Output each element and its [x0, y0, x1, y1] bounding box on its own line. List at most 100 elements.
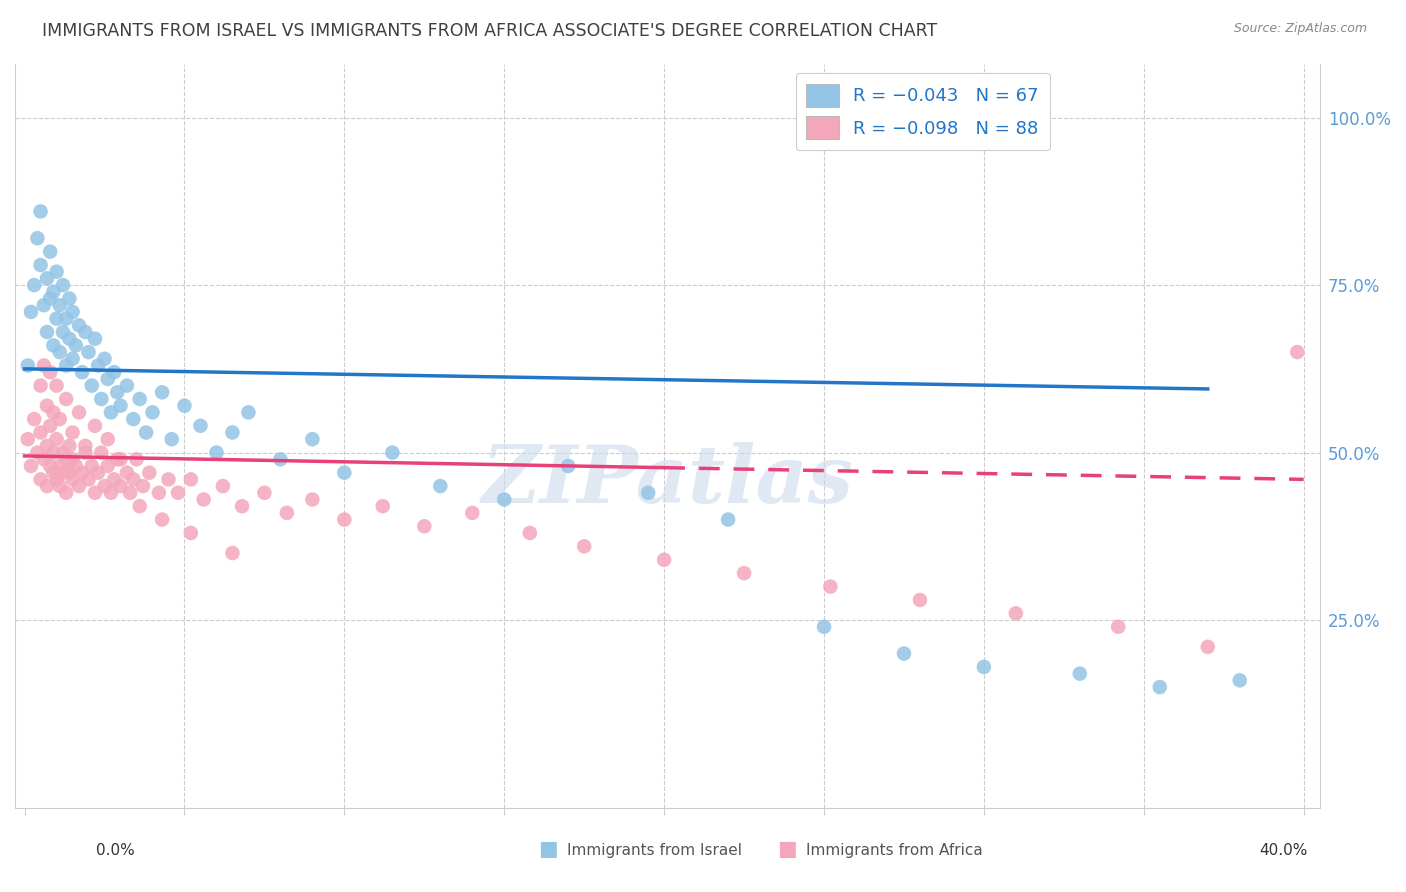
Point — [52, 278, 75, 293]
Point — [39, 365, 62, 379]
Point — [39, 292, 62, 306]
Point — [42, 405, 65, 419]
Point — [103, 472, 125, 486]
Point — [893, 647, 915, 661]
Point — [58, 332, 80, 346]
Point — [1197, 640, 1219, 654]
Point — [55, 392, 77, 406]
Point — [67, 318, 90, 333]
Point — [128, 499, 150, 513]
Point — [62, 452, 84, 467]
Point — [1069, 666, 1091, 681]
Point — [973, 660, 995, 674]
Point — [110, 452, 132, 467]
Point — [30, 378, 52, 392]
Point — [1229, 673, 1251, 688]
Point — [49, 345, 72, 359]
Point — [276, 506, 298, 520]
Point — [97, 372, 120, 386]
Point — [75, 439, 97, 453]
Point — [45, 378, 67, 392]
Point — [253, 485, 276, 500]
Point — [30, 258, 52, 272]
Point — [103, 365, 125, 379]
Point — [32, 452, 55, 467]
Point — [637, 485, 659, 500]
Point — [17, 359, 39, 373]
Point — [110, 479, 132, 493]
Point — [62, 472, 84, 486]
Point — [30, 204, 52, 219]
Point — [813, 620, 835, 634]
Point — [100, 405, 122, 419]
Point — [167, 485, 190, 500]
Point — [49, 412, 72, 426]
Point — [58, 292, 80, 306]
Point — [238, 405, 260, 419]
Point — [193, 492, 215, 507]
Point — [122, 412, 145, 426]
Point — [150, 385, 173, 400]
Point — [42, 466, 65, 480]
Text: Immigrants from Israel: Immigrants from Israel — [567, 843, 741, 857]
Point — [333, 466, 356, 480]
Point — [49, 298, 72, 312]
Point — [122, 472, 145, 486]
Point — [35, 325, 58, 339]
Point — [652, 553, 675, 567]
Text: 40.0%: 40.0% — [1260, 843, 1308, 857]
Text: Source: ZipAtlas.com: Source: ZipAtlas.com — [1233, 22, 1367, 36]
Point — [231, 499, 253, 513]
Point — [180, 525, 202, 540]
Point — [62, 425, 84, 440]
Point — [49, 479, 72, 493]
Point — [55, 452, 77, 467]
Point — [27, 445, 49, 459]
Point — [733, 566, 755, 581]
Point — [58, 466, 80, 480]
Point — [115, 466, 138, 480]
Point — [84, 418, 107, 433]
Text: ■: ■ — [538, 838, 558, 858]
Point — [65, 458, 87, 473]
Point — [1149, 680, 1171, 694]
Point — [45, 265, 67, 279]
Point — [1005, 607, 1028, 621]
Point — [39, 458, 62, 473]
Point — [84, 332, 107, 346]
Point — [22, 278, 45, 293]
Point — [97, 432, 120, 446]
Point — [413, 519, 436, 533]
Point — [301, 492, 323, 507]
Point — [717, 512, 740, 526]
Point — [125, 452, 148, 467]
Point — [190, 418, 212, 433]
Point — [105, 452, 128, 467]
Point — [120, 485, 142, 500]
Point — [105, 385, 128, 400]
Point — [52, 445, 75, 459]
Point — [160, 432, 183, 446]
Point — [77, 345, 100, 359]
Point — [557, 458, 579, 473]
Point — [65, 338, 87, 352]
Text: ZIPatlas: ZIPatlas — [481, 442, 853, 519]
Point — [157, 472, 180, 486]
Point — [35, 399, 58, 413]
Point — [58, 439, 80, 453]
Point — [55, 485, 77, 500]
Point — [17, 432, 39, 446]
Point — [30, 425, 52, 440]
Point — [333, 512, 356, 526]
Point — [132, 479, 155, 493]
Text: ■: ■ — [778, 838, 797, 858]
Point — [35, 439, 58, 453]
Text: 0.0%: 0.0% — [96, 843, 135, 857]
Point — [45, 311, 67, 326]
Point — [30, 472, 52, 486]
Point — [820, 580, 842, 594]
Point — [75, 325, 97, 339]
Point — [70, 466, 93, 480]
Point — [128, 392, 150, 406]
Point — [75, 445, 97, 459]
